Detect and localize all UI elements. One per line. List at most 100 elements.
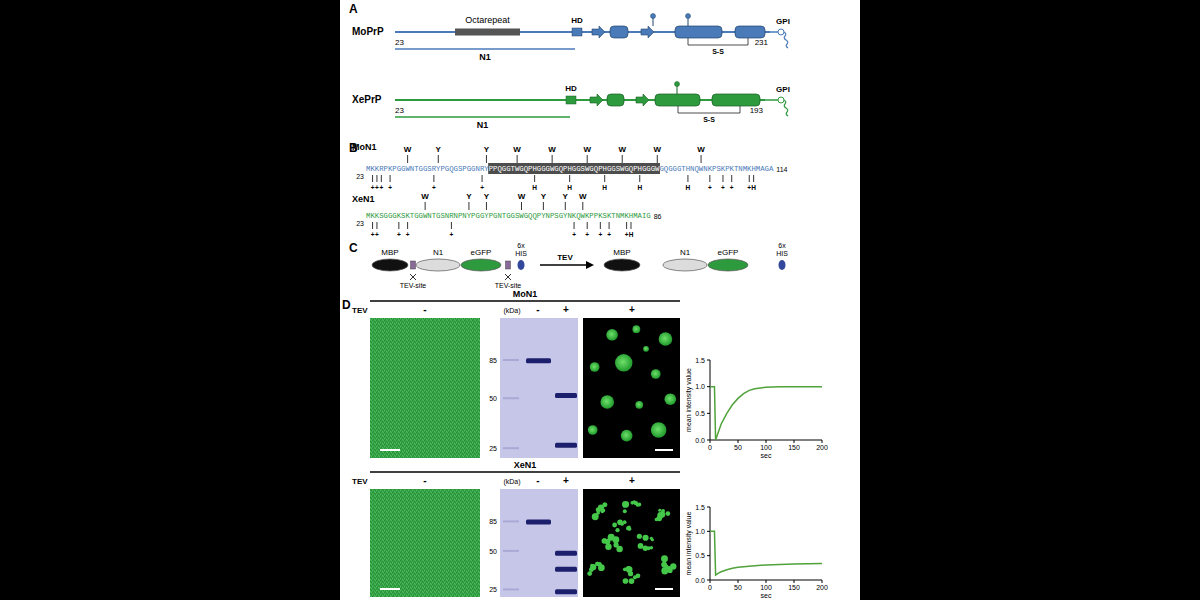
condition-sign: + — [629, 304, 635, 315]
x-axis-label: sec — [761, 452, 772, 459]
part-label: MBP — [381, 248, 398, 257]
aggregate — [617, 520, 623, 526]
sequence-end: 114 — [776, 166, 787, 173]
aromatic-residue: Y — [484, 145, 490, 154]
gpi-squiggle — [784, 32, 788, 48]
residue-tick — [630, 222, 631, 229]
ladder-band — [503, 447, 519, 449]
aggregate — [642, 535, 648, 541]
gel-band — [526, 520, 551, 525]
residue-tick — [569, 175, 570, 182]
charged-residue: + — [379, 184, 383, 191]
aggregate — [587, 571, 592, 576]
residue-tick — [390, 175, 391, 182]
aromatic-residue: W — [548, 145, 556, 154]
charged-residue: H — [629, 231, 634, 238]
construct-part — [416, 259, 460, 271]
n1-label: N1 — [477, 120, 489, 130]
scissors — [505, 274, 511, 280]
scale-bar — [655, 588, 673, 590]
aggregate — [662, 568, 669, 575]
tag-label: HIS — [776, 250, 788, 257]
plot-area — [710, 387, 822, 440]
hd-box — [566, 96, 576, 104]
x-tick-label: 100 — [760, 584, 772, 591]
tag-label: 6x — [517, 242, 525, 249]
droplet — [632, 325, 640, 333]
residue-tick — [604, 175, 605, 182]
residue-start: 23 — [395, 106, 404, 115]
aggregate — [626, 526, 631, 531]
aromatic-residue: Y — [466, 192, 472, 201]
gel — [500, 318, 578, 458]
tev-site-label: TEV-site — [400, 282, 427, 289]
panel-label: C — [349, 241, 358, 255]
charged-residue: + — [607, 231, 611, 238]
residue-tick — [701, 155, 702, 163]
row-header: XeN1 — [514, 460, 537, 470]
sequence: MKKSGGGKSKTGGWNTGSNRNPNYPGGYPGNTGGSWGQQP… — [366, 212, 651, 220]
x-tick — [766, 580, 767, 583]
sequence-start: 23 — [356, 220, 364, 227]
aggregate — [667, 566, 672, 571]
y-axis-label: mean intensity value — [685, 368, 693, 432]
scale-bar — [380, 449, 400, 451]
sequence-name: MoN1 — [352, 142, 377, 152]
header-rule — [370, 471, 680, 473]
aggregate — [650, 537, 653, 540]
condition-sign: + — [629, 475, 635, 486]
residue-tick — [433, 175, 434, 182]
condition-sign: + — [563, 475, 569, 486]
aromatic-residue: W — [697, 145, 705, 154]
aggregate — [598, 564, 605, 571]
charged-residue: + — [375, 231, 379, 238]
tag-label: 6x — [778, 242, 786, 249]
sequence: MKKRPKPGGWNTGGSRYPGQGSPGGNRYPPQGGTWGQPHG… — [366, 165, 774, 173]
aggregate — [590, 564, 593, 567]
x-tick — [766, 440, 767, 443]
residue-tick — [587, 155, 588, 163]
gpi-anchor — [778, 29, 784, 35]
x-tick — [794, 440, 795, 443]
x-tick-label: 0 — [708, 444, 712, 451]
x-tick-label: 200 — [816, 444, 828, 451]
charged-residue: H — [637, 184, 642, 191]
sequence-start: 23 — [356, 173, 364, 180]
gpi-label: GPI — [776, 17, 790, 26]
aromatic-residue: W — [404, 145, 412, 154]
construct-part — [604, 259, 640, 271]
aggregate — [605, 544, 611, 550]
arrow-label: TEV — [557, 253, 573, 262]
helix — [712, 94, 760, 106]
aromatic-residue: Y — [541, 192, 547, 201]
construct-part — [708, 259, 748, 271]
ladder-band — [503, 397, 519, 399]
droplet — [651, 369, 661, 379]
y-tick-label: 1.5 — [695, 504, 705, 511]
microscopy-image — [583, 318, 680, 458]
tev-label: TEV — [352, 477, 368, 486]
x-tick-label: 50 — [734, 584, 742, 591]
x-tick-label: 0 — [708, 584, 712, 591]
residue-end: 193 — [750, 106, 764, 115]
residue-tick — [381, 175, 382, 182]
aggregate — [628, 571, 633, 576]
aggregate — [657, 512, 663, 518]
x-tick — [710, 440, 711, 443]
hd-label: HD — [571, 16, 583, 25]
gel-band — [555, 551, 577, 556]
ladder-band — [503, 520, 519, 522]
charged-residue: H — [532, 184, 537, 191]
y-tick — [707, 360, 710, 361]
residue-tick — [543, 202, 544, 210]
panel-label: D — [342, 298, 351, 312]
ladder-band — [503, 588, 519, 590]
residue-tick — [552, 155, 553, 163]
residue-tick — [753, 175, 754, 182]
residue-tick — [639, 175, 640, 182]
tev-label: TEV — [352, 306, 368, 315]
gel-band — [555, 567, 577, 572]
kda-label: (kDa) — [503, 478, 520, 486]
aromatic-residue: W — [579, 192, 587, 201]
residue-tick — [657, 155, 658, 163]
